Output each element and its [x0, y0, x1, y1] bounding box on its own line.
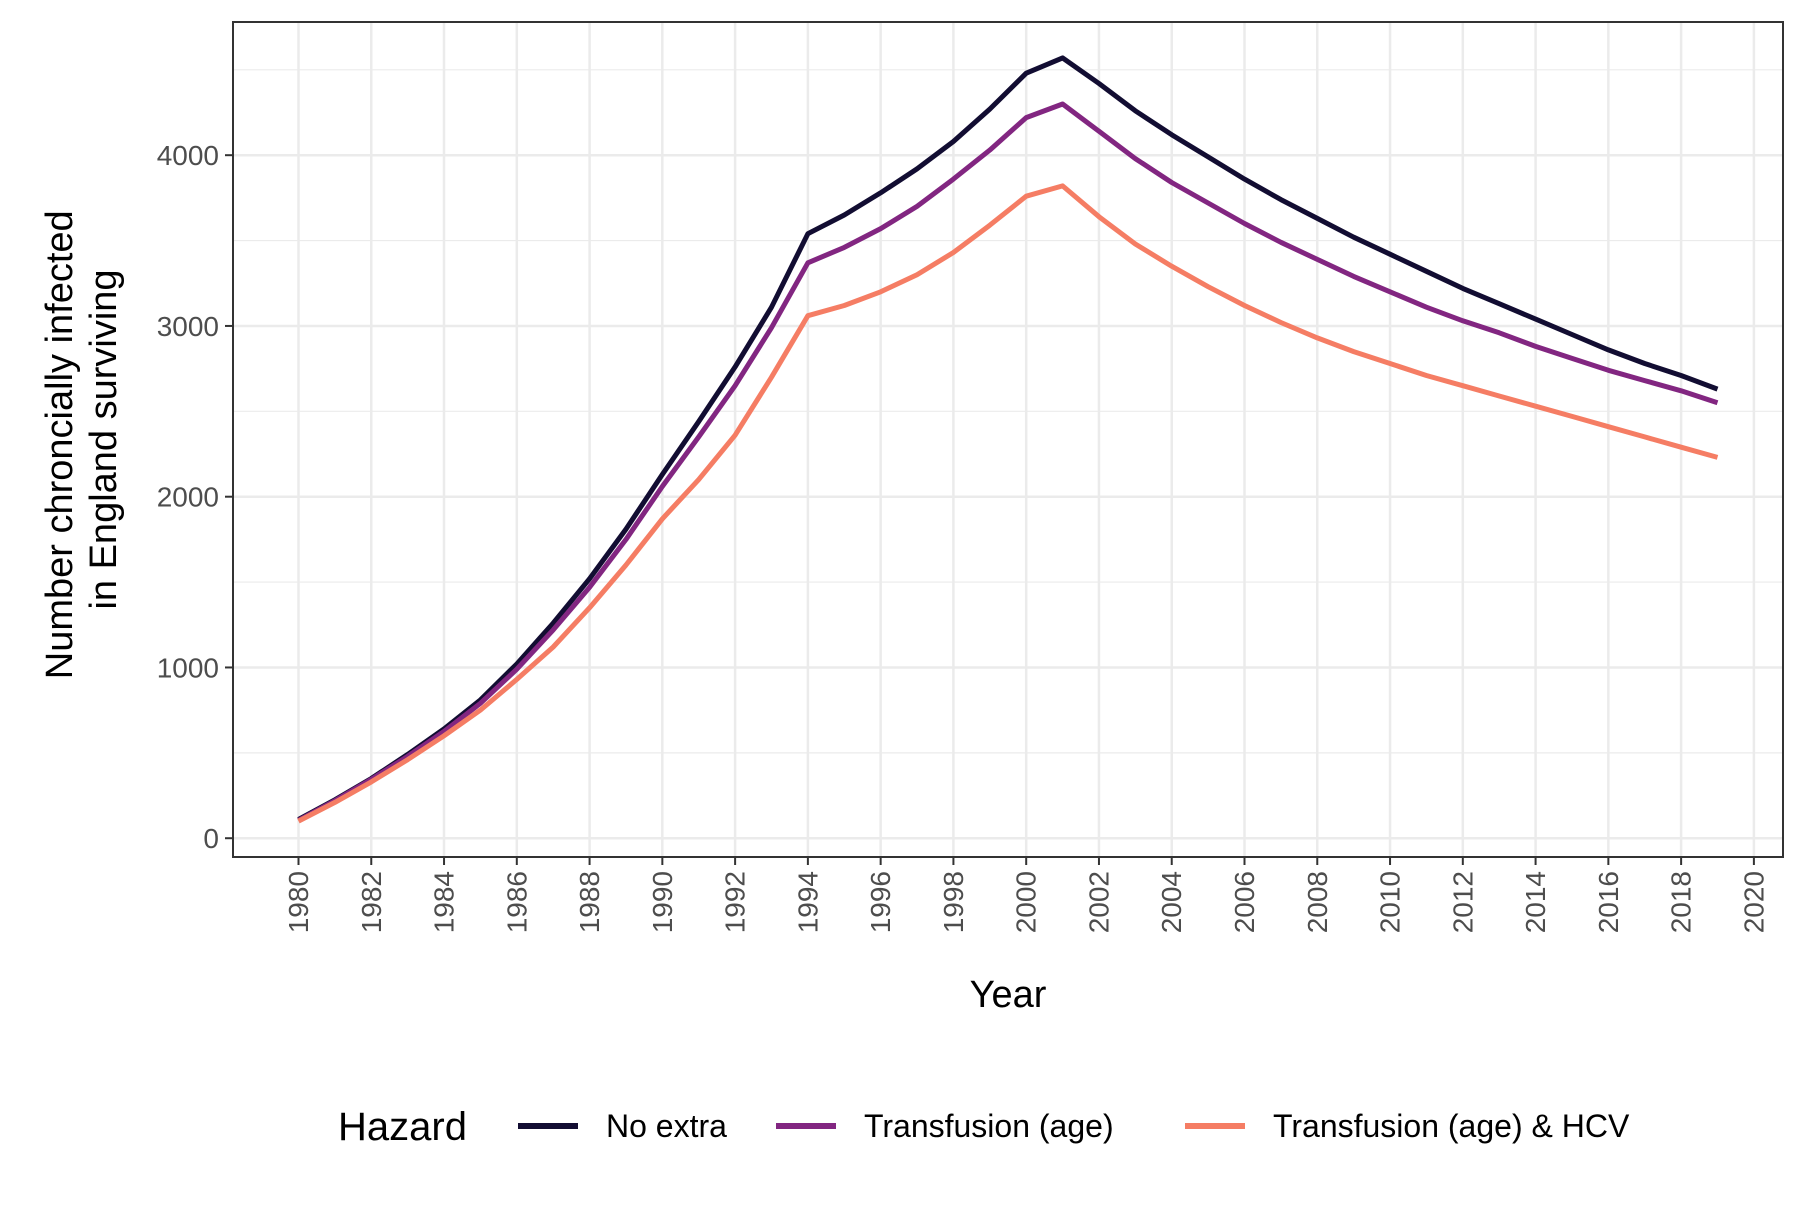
legend-label-3: Transfusion (age) & HCV	[1273, 1108, 1630, 1144]
x-tick-label: 1998	[938, 871, 969, 933]
x-tick-label: 2020	[1738, 871, 1769, 933]
x-tick-label: 1992	[720, 871, 751, 933]
x-tick-label: 1994	[792, 871, 823, 933]
series-lines	[297, 55, 1719, 824]
x-tick-label: 1986	[501, 871, 532, 933]
grid-lines	[233, 22, 1783, 857]
x-tick-label: 2006	[1229, 871, 1260, 933]
x-tick-label: 1988	[574, 871, 605, 933]
x-tick-label: 2010	[1375, 871, 1406, 933]
x-axis-title: Year	[970, 974, 1047, 1016]
axes: 0 1000 2000 3000 4000 1980 1982 1984 1986 1988 199…	[157, 140, 1770, 933]
legend-title: Hazard	[338, 1105, 467, 1149]
plot-panel-border	[232, 21, 1784, 858]
x-tick-label: 2004	[1156, 871, 1187, 933]
x-tick-label: 1982	[356, 871, 387, 933]
y-axis-title: Number chroncially infected in England s…	[39, 200, 125, 679]
y-axis-title-line-2: in England surviving	[83, 269, 125, 609]
y-tick-label: 1000	[157, 652, 219, 683]
x-tick-label: 2000	[1011, 871, 1042, 933]
legend-label-1: No extra	[606, 1108, 727, 1144]
y-axis-title-line-1: Number chroncially infected	[39, 210, 81, 679]
y-tick-label: 4000	[157, 140, 219, 171]
x-tick-label: 2016	[1593, 871, 1624, 933]
x-tick-label: 2012	[1447, 871, 1478, 933]
series-line-3	[297, 183, 1719, 824]
series-line-1	[297, 55, 1719, 822]
x-tick-label: 2014	[1520, 871, 1551, 933]
y-tick-label: 3000	[157, 311, 219, 342]
legend-label-2: Transfusion (age)	[864, 1108, 1114, 1144]
y-tick-label: 0	[203, 823, 219, 854]
x-tick-label: 1980	[283, 871, 314, 933]
x-tick-label: 2008	[1302, 871, 1333, 933]
x-tick-label: 2002	[1083, 871, 1114, 933]
y-tick-label: 2000	[157, 482, 219, 513]
x-tick-label: 2018	[1666, 871, 1697, 933]
series-line-2	[297, 101, 1719, 823]
x-tick-label: 1996	[865, 871, 896, 933]
legend: Hazard No extra Transfusion (age) Transfus…	[338, 1105, 1630, 1149]
x-tick-label: 1990	[647, 871, 678, 933]
x-tick-label: 1984	[429, 871, 460, 933]
